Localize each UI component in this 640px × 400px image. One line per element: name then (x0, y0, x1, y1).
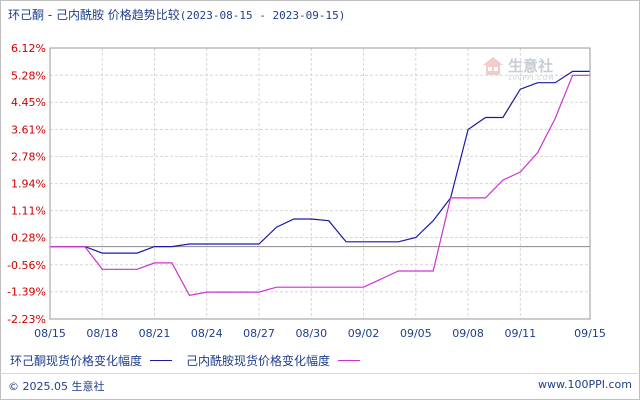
series-lines (50, 70, 590, 296)
y-tick-label: -1.39% (7, 286, 46, 299)
chart-title-main: 环己酮 - 己内酰胺 价格趋势比较 (8, 8, 180, 22)
watermark-logo: 生意社 100PPI.COM (482, 55, 554, 82)
y-tick-label: 0.28% (11, 232, 46, 245)
legend-swatch-series-1 (150, 359, 173, 361)
watermark-sub: 100PPI.COM (508, 75, 555, 82)
y-tick-label: 2.78% (11, 150, 46, 163)
y-tick-label: -0.56% (7, 259, 46, 272)
x-axis-ticks: 08/15 08/18 08/21 08/24 08/27 08/30 09/02 09/05… (34, 327, 606, 340)
x-tick-label: 08/15 (34, 327, 66, 340)
series-line-1 (50, 70, 590, 254)
x-tick-label: 09/02 (348, 327, 380, 340)
y-tick-label: 1.94% (11, 178, 46, 191)
y-tick-label: 5.28% (11, 69, 46, 82)
chart-title-range: (2023-08-15 - 2023-09-15) (179, 9, 346, 22)
legend-label-series-1: 环己酮现货价格变化幅度 (10, 353, 143, 368)
house-icon (483, 56, 503, 75)
legend-swatch-series-2 (338, 359, 361, 361)
chart-title: 环己酮 - 己内酰胺 价格趋势比较(2023-08-15 - 2023-09-1… (8, 6, 345, 23)
y-tick-label: 3.61% (11, 123, 46, 136)
y-axis-ticks: 6.12% 5.28% 4.45% 3.61% 2.78% 1.94% 1.11% 0.28%… (7, 42, 46, 326)
legend: 环己酮现货价格变化幅度 己内酰胺现货价格变化幅度 (10, 352, 374, 368)
y-tick-label: -2.23% (7, 313, 46, 326)
series-line-2 (50, 74, 590, 296)
chart-grid (49, 47, 591, 320)
x-tick-label: 09/08 (452, 327, 484, 340)
x-tick-label: 08/30 (295, 327, 327, 340)
watermark-text: 生意社 (508, 57, 554, 75)
y-tick-label: 4.45% (11, 96, 46, 109)
footer-copyright: © 2025.05 生意社 (8, 380, 105, 393)
footer-site-link[interactable]: www.100PPI.com (538, 378, 632, 391)
y-tick-label: 6.12% (11, 42, 46, 55)
x-tick-label: 08/24 (191, 327, 223, 340)
x-tick-label: 08/27 (243, 327, 275, 340)
y-tick-label: 1.11% (11, 205, 46, 218)
plot-border (49, 47, 591, 320)
x-tick-label: 09/11 (504, 327, 536, 340)
x-tick-label: 08/18 (86, 327, 118, 340)
x-tick-label: 08/21 (139, 327, 171, 340)
footer-divider (0, 373, 638, 374)
x-tick-label: 09/05 (400, 327, 432, 340)
x-tick-label: 09/15 (574, 327, 606, 340)
legend-label-series-2: 己内酰胺现货价格变化幅度 (186, 353, 331, 368)
